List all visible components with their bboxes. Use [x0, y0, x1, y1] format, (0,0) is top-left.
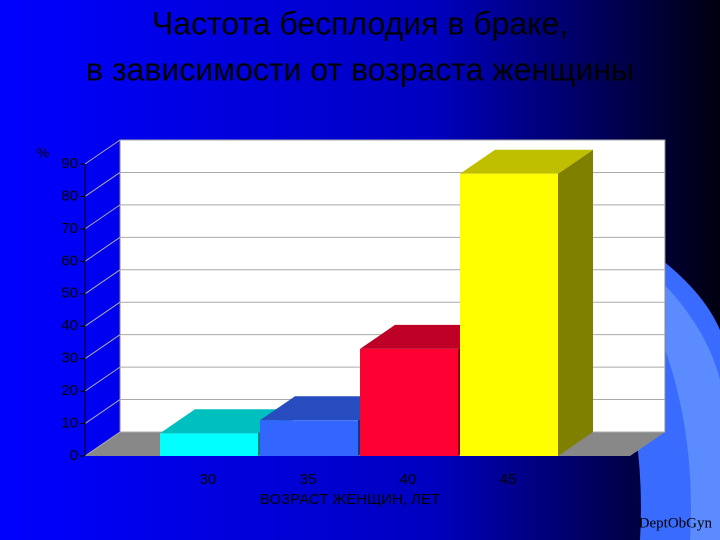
x-tick-label: 35: [300, 471, 317, 488]
x-tick-label: 45: [500, 471, 517, 488]
grid-line: [84, 301, 121, 327]
y-tick-label: 90: [61, 155, 78, 172]
title-line: Частота бесплодия в браке,: [152, 5, 568, 41]
bar: [260, 420, 358, 456]
x-axis-label: ВОЗРАСТ ЖЕНЩИН, ЛЕТ: [260, 491, 440, 508]
bar: [460, 173, 558, 456]
y-tick-label: 60: [61, 252, 78, 269]
bar: [160, 433, 258, 456]
bar: [360, 348, 458, 456]
y-tick-label: 70: [61, 220, 78, 237]
grid-line: [84, 431, 121, 457]
bar-top: [460, 149, 593, 174]
grid-line: [84, 334, 121, 360]
y-tick-label: 20: [61, 382, 78, 399]
y-tick-label: 50: [61, 285, 78, 302]
grid-line: [84, 236, 121, 262]
x-tick-label: 40: [400, 471, 417, 488]
grid-line: [84, 139, 121, 165]
bar-top: [260, 396, 393, 421]
y-tick-label: 40: [61, 317, 78, 334]
y-tick-label: 0: [70, 447, 78, 464]
grid-line: [84, 366, 121, 392]
y-tick-label: 80: [61, 187, 78, 204]
plot: 0 10 20 30 40 50 60 70 80 90 30 35 40 45: [61, 139, 665, 488]
grid-line: [84, 269, 121, 295]
bar-side: [558, 149, 593, 456]
grid-line: [84, 399, 121, 424]
footer: DeptObGyn: [639, 515, 713, 531]
bar-top: [160, 409, 293, 434]
title-line: в зависимости от возраста женщины: [86, 51, 634, 87]
y-axis-label: %: [37, 145, 49, 161]
grid-line: [84, 172, 121, 197]
bar-top: [360, 324, 493, 349]
y-tick-label: 10: [61, 415, 78, 432]
y-tick-label: 30: [61, 350, 78, 367]
swoosh-light: [600, 230, 720, 540]
x-tick-label: 30: [200, 471, 217, 488]
grid-line: [84, 204, 121, 230]
